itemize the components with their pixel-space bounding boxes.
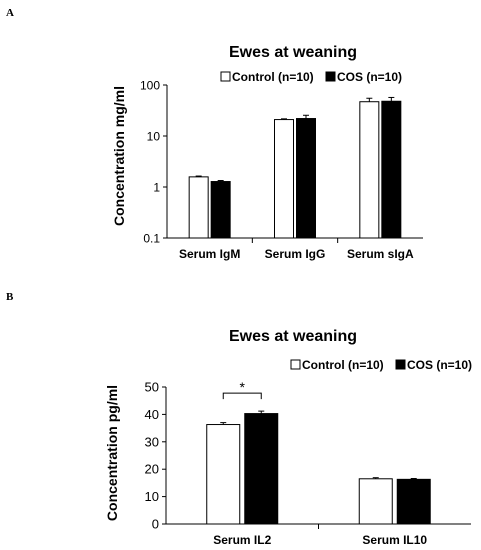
chart-a-bar-control (359, 101, 380, 239)
chart-a-category-label: Serum sIgA (347, 247, 414, 261)
legend-a-control-label: Control (n=10) (232, 70, 314, 84)
legend-b-cos-swatch (395, 359, 406, 370)
chart-b-bar-cos (244, 413, 279, 525)
chart-a-title: Ewes at weaning (229, 44, 357, 61)
chart-b-significance-label: * (240, 379, 246, 395)
chart-b-category-label: Serum IL10 (362, 533, 427, 547)
chart-a-y-tick-label: 1 (153, 181, 160, 195)
chart-b-y-tick-label: 50 (145, 380, 159, 395)
chart-a-y-tick-label: 100 (140, 79, 160, 93)
chart-b-y-tick-label: 0 (152, 517, 159, 532)
chart-a-bar-cos (296, 118, 316, 239)
chart-a-plot: 0.1 1 10 100 Serum IgM Serum IgG Serum sIgA (140, 79, 423, 261)
legend-a-control-swatch (220, 71, 231, 82)
chart-b-bar-control (358, 478, 393, 525)
legend-b-cos-label: COS (n=10) (407, 358, 472, 372)
chart-a-bar-cos (381, 100, 402, 239)
legend-b-control-label: Control (n=10) (302, 358, 384, 372)
chart-b-y-tick-label: 20 (145, 462, 159, 477)
chart-a-bar-control (188, 176, 209, 239)
panel-label-b: B (6, 291, 14, 303)
chart-b-y-tick-label: 10 (145, 489, 159, 504)
chart-b-plot: 0 10 20 30 40 50 Serum IL2 Serum IL10 * (145, 379, 471, 547)
chart-a-y-tick-label: 0.1 (143, 232, 160, 246)
chart-b-ylabel: Concentration pg/ml (104, 385, 120, 521)
legend-a-cos-label: COS (n=10) (337, 70, 402, 84)
chart-b-significance-bracket (222, 392, 262, 400)
chart-b-category-label: Serum IL2 (213, 533, 271, 547)
legend-b-control-swatch (290, 359, 301, 370)
chart-b-bar-cos (396, 478, 431, 525)
chart-b-y-tick-label: 40 (145, 407, 159, 422)
chart-a-ylabel: Concentration mg/ml (111, 86, 127, 226)
chart-b-y-tick-label: 30 (145, 434, 159, 449)
chart-a-y-tick-label: 10 (147, 130, 161, 144)
panel-label-a: A (6, 7, 14, 19)
chart-a-category-label: Serum IgM (179, 247, 240, 261)
chart-a-category-label: Serum IgG (265, 247, 326, 261)
chart-b-bar-control (206, 424, 241, 525)
chart-a-bar-control (274, 119, 294, 239)
legend-a-cos-swatch (325, 71, 336, 82)
chart-a-bar-cos (210, 181, 231, 239)
chart-b-title: Ewes at weaning (229, 328, 357, 345)
